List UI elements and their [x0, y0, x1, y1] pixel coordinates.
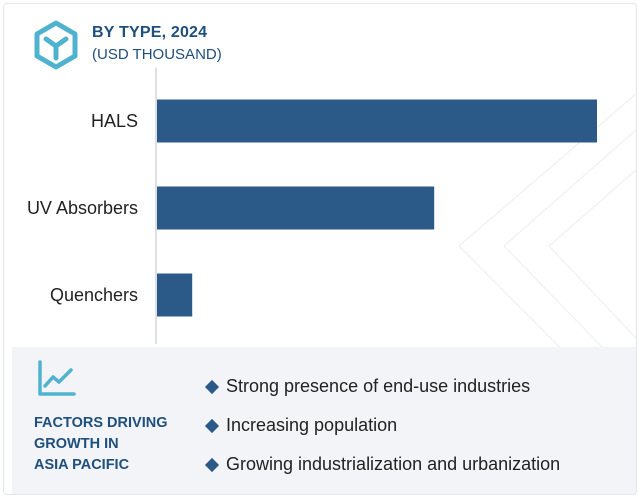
diamond-bullet-icon [204, 379, 220, 394]
bar-quenchers [157, 273, 193, 317]
factors-panel: FACTORS DRIVING GROWTH IN ASIA PACIFIC S… [12, 347, 636, 494]
chart-card: BY TYPE, 2024 (USD THOUSAND) HALS UV Abso… [3, 3, 637, 495]
category-label: HALS [91, 111, 138, 131]
bar-hals [157, 99, 597, 143]
category-label: Quenchers [50, 285, 138, 305]
chart-title: BY TYPE, 2024 [92, 24, 208, 41]
diamond-bullet-icon [204, 457, 220, 472]
diamond-bullet-icon [204, 418, 220, 433]
panel-heading-line: FACTORS DRIVING [34, 415, 168, 431]
bar-uv-absorbers [157, 186, 435, 230]
factor-text: Growing industrialization and urbanizati… [226, 454, 561, 474]
factor-text: Strong presence of end-use industries [226, 376, 531, 396]
panel-heading-line: ASIA PACIFIC [34, 457, 130, 473]
factor-item: Strong presence of end-use industries [204, 367, 560, 406]
line-chart-icon [38, 360, 76, 396]
factor-item: Growing industrialization and urbanizati… [204, 445, 560, 484]
category-label: UV Absorbers [27, 198, 138, 218]
bar-chart: HALS UV Absorbers Quenchers [27, 67, 597, 344]
factor-text: Increasing population [226, 415, 398, 435]
factor-item: Increasing population [204, 406, 560, 445]
hexagon-logo-icon [34, 20, 78, 70]
factors-list: Strong presence of end-use industries In… [204, 367, 560, 484]
chart-subtitle: (USD THOUSAND) [92, 46, 222, 63]
panel-heading: FACTORS DRIVING GROWTH IN ASIA PACIFIC [34, 413, 194, 476]
panel-heading-line: GROWTH IN [34, 436, 119, 452]
bars-group: HALS UV Absorbers Quenchers [27, 99, 597, 317]
